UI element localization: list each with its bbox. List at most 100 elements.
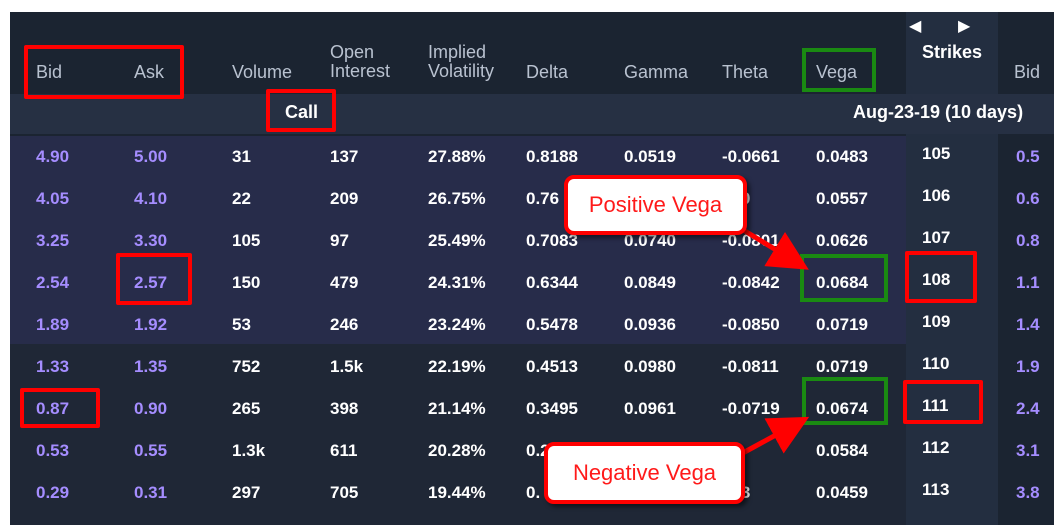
positive-vega-text: Positive Vega [588,192,723,217]
cell-strike[interactable]: 113 [922,480,950,499]
cell-rbid[interactable]: 1.1 [1016,273,1040,292]
header-volume[interactable]: Volume [232,62,293,82]
cell-bid[interactable]: 4.05 [36,189,70,208]
cell-gamma: 0.0936 [624,315,676,334]
vega-111-highlight [802,377,888,425]
cell-oi: 1.5k [330,357,364,376]
chevron-right-icon[interactable]: ▶ [958,18,971,35]
header-vega[interactable]: Vega [816,62,858,82]
cell-delta: 0.3495 [526,399,578,418]
ask-highlight [116,253,192,305]
cell-vega: 0.0674 [816,399,868,418]
cell-delta: 0.6344 [526,273,578,292]
header-open-interest-line2: Interest [330,61,391,81]
cell-strike[interactable]: 111 [922,396,949,415]
cell-gamma: 0.0849 [624,273,676,292]
cell-bid[interactable]: 3.25 [36,231,70,250]
vega-108-highlight [800,254,888,302]
cell-bid[interactable]: 0.87 [36,399,70,418]
header-iv-line1: Implied [428,42,487,62]
table-row[interactable]: 1.33 1.35 752 1.5k 22.19% 0.4513 0.0980 -0.0811… [10,346,1054,388]
cell-strike[interactable]: 106 [922,186,951,205]
cell-delta: 0.5478 [526,315,578,334]
header-gamma[interactable]: Gamma [624,62,689,82]
cell-vega: 0.0626 [816,231,868,250]
cell-ask[interactable]: 4.10 [134,189,168,208]
cell-rbid[interactable]: 0.6 [1016,189,1040,208]
header-ask[interactable]: Ask [134,62,165,82]
bid-highlight [20,388,100,428]
cell-theta: -0.0811 [722,357,779,376]
cell-bid[interactable]: 2.54 [36,273,70,292]
table-row[interactable]: 4.90 5.00 31 137 27.88% 0.8188 0.0519 -0.0661 0.… [10,136,1054,178]
table-row[interactable]: 2.54 2.57 150 479 24.31% 0.6344 0.0849 -0.0842 0… [10,262,1054,304]
strike-111-highlight [903,380,983,424]
cell-ask[interactable]: 0.90 [134,399,168,418]
table-row[interactable]: 1.89 1.92 53 246 23.24% 0.5478 0.0936 -0.0850 0.… [10,304,1054,346]
table-row[interactable]: 0.87 0.90 265 398 21.14% 0.3495 0.0961 -0.0719 0… [10,388,1054,430]
cell-rbid[interactable]: 1.4 [1016,315,1040,334]
header-delta[interactable]: Delta [526,62,569,82]
option-chain-panel: Bid Ask Volume Open Interest Implied Vol… [10,12,1054,525]
cell-oi: 398 [330,399,359,418]
cell-rbid[interactable]: 0.8 [1016,231,1040,250]
header-theta[interactable]: Theta [722,62,769,82]
cell-rbid[interactable]: 3.8 [1016,483,1040,502]
header-right-bid[interactable]: Bid [1014,62,1041,82]
cell-ask[interactable]: 2.57 [134,273,168,292]
header-bid[interactable]: Bid [36,62,63,82]
cell-theta: -0.0850 [722,315,780,334]
cell-strike[interactable]: 109 [922,312,951,331]
cell-vega: 0.0719 [816,315,868,334]
header-implied-volatility[interactable]: Implied Volatility [428,43,494,81]
cell-rbid[interactable]: 0.5 [1016,147,1040,166]
cell-vega: 0.0584 [816,441,868,460]
header-open-interest[interactable]: Open Interest [330,43,390,81]
bid-ask-header-highlight [24,45,184,99]
cell-vega: 0.0483 [816,147,868,166]
cell-oi: 97 [330,231,349,250]
cell-volume: 31 [232,147,251,166]
cell-theta: -0.0661 [722,147,780,166]
cell-rbid[interactable]: 2.4 [1016,399,1040,418]
cell-vega: 0.0684 [816,273,868,292]
cell-ask[interactable]: 0.55 [134,441,168,460]
cell-delta: 0.7083 [526,231,578,250]
cell-delta: 0.76 [526,189,560,208]
cell-volume: 1.3k [232,441,266,460]
cell-volume: 297 [232,483,261,502]
cell-strike[interactable]: 108 [922,270,951,289]
cell-bid[interactable]: 0.53 [36,441,70,460]
cell-bid[interactable]: 0.29 [36,483,70,502]
cell-rbid[interactable]: 1.9 [1016,357,1040,376]
cell-ask[interactable]: 0.31 [134,483,168,502]
cell-ask[interactable]: 1.92 [134,315,168,334]
cell-oi: 705 [330,483,359,502]
cell-strike[interactable]: 112 [922,438,950,457]
cell-bid[interactable]: 1.33 [36,357,70,376]
expiration-label[interactable]: Aug-23-19 (10 days) [853,102,1024,122]
cell-bid[interactable]: 4.90 [36,147,70,166]
cell-rbid[interactable]: 3.1 [1016,441,1040,460]
table-row[interactable]: 3.25 3.30 105 97 25.49% 0.7083 0.0740 -0.0801 0.… [10,220,1054,262]
cell-gamma: 0.0961 [624,399,676,418]
header-iv-line2: Volatility [428,61,495,81]
cell-strike[interactable]: 105 [922,144,951,163]
cell-iv: 23.24% [428,315,486,334]
cell-volume: 22 [232,189,251,208]
header-strikes: Strikes [921,42,983,62]
cell-ask[interactable]: 5.00 [134,147,168,166]
cell-ask[interactable]: 3.30 [134,231,168,250]
cell-iv: 21.14% [428,399,486,418]
cell-oi: 611 [330,441,358,460]
cell-delta: 0.2 [526,441,550,460]
cell-theta: -0.0719 [722,399,780,418]
cell-ask[interactable]: 1.35 [134,357,168,376]
cell-strike[interactable]: 107 [922,228,951,247]
chevron-left-icon[interactable]: ◀ [909,18,922,35]
cell-strike[interactable]: 110 [922,354,950,373]
cell-gamma: 0.0740 [624,231,676,250]
cell-vega: 0.0557 [816,189,868,208]
cell-bid[interactable]: 1.89 [36,315,70,334]
